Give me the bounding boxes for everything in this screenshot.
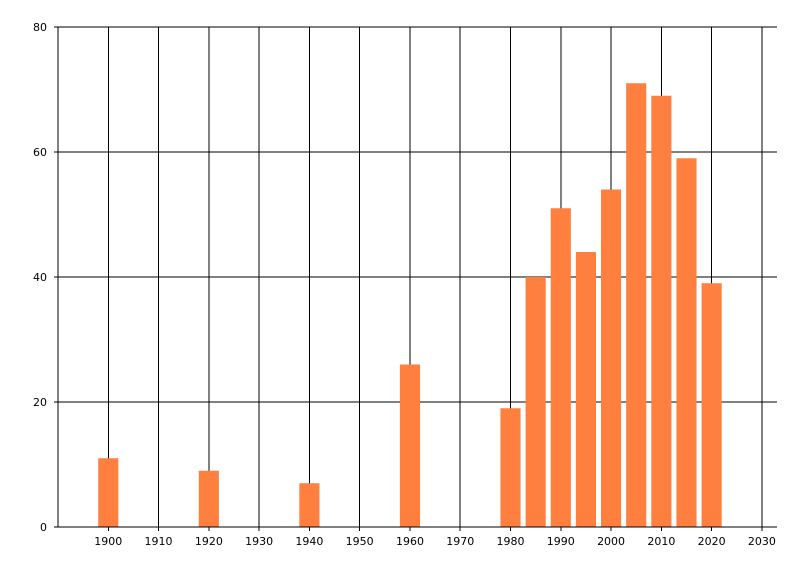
y-tick-label: 20 (33, 396, 47, 409)
y-tick-label: 0 (40, 521, 47, 534)
y-tick-label: 40 (33, 271, 47, 284)
x-tick-label: 1990 (547, 535, 575, 548)
y-tick-label: 80 (33, 21, 47, 34)
bar-2000 (601, 189, 622, 527)
bar-1900 (98, 458, 119, 527)
x-tick-label: 1930 (245, 535, 273, 548)
bar-1985 (525, 277, 546, 527)
bars (98, 83, 722, 527)
x-tick-label: 1910 (145, 535, 173, 548)
x-tick-label: 1900 (94, 535, 122, 548)
bar-2010 (651, 95, 672, 527)
x-tick-label: 1980 (497, 535, 525, 548)
x-tick-label: 1920 (195, 535, 223, 548)
bar-1995 (575, 252, 596, 527)
x-tick-label: 1950 (346, 535, 374, 548)
bar-2020 (701, 283, 722, 527)
bar-1980 (500, 408, 521, 527)
y-tick-label: 60 (33, 146, 47, 159)
x-tick-label: 1970 (446, 535, 474, 548)
x-tick-label: 2000 (597, 535, 625, 548)
bar-1960 (399, 364, 421, 527)
x-axis-ticks: 1900 1910 1920 1930 1940 1950 1960 1970 1980 1990… (94, 527, 776, 548)
bar-1940 (299, 483, 320, 527)
x-tick-label: 2030 (748, 535, 776, 548)
bar-2005 (626, 83, 647, 527)
x-tick-label: 2010 (647, 535, 675, 548)
bar-2015 (676, 158, 697, 527)
bar-1920 (198, 470, 219, 527)
x-tick-label: 1940 (295, 535, 323, 548)
x-tick-label: 2020 (698, 535, 726, 548)
y-axis-ticks: 0 20 40 60 80 (33, 21, 58, 534)
x-tick-label: 1960 (396, 535, 424, 548)
bar-1990 (550, 208, 571, 527)
